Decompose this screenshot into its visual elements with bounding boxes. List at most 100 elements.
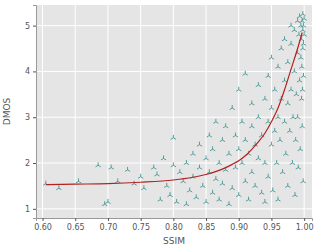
point <box>300 11 305 16</box>
tick-label: 1 <box>25 205 30 214</box>
grid-line <box>75 5 76 218</box>
tick-label: 0.90 <box>230 223 248 232</box>
point <box>109 165 114 170</box>
tick-label: 0.85 <box>198 223 216 232</box>
point <box>301 41 306 46</box>
point <box>290 160 295 165</box>
tick: 2 <box>25 159 36 168</box>
point <box>210 190 215 195</box>
point <box>223 123 228 128</box>
grid-line <box>36 117 312 118</box>
point <box>272 87 277 92</box>
point <box>151 165 156 170</box>
point <box>246 197 251 202</box>
tick: 0.65 <box>67 218 85 232</box>
point <box>295 18 300 23</box>
tick-mark <box>43 218 44 221</box>
point <box>252 183 257 188</box>
point <box>290 114 295 119</box>
grid-line <box>140 5 141 218</box>
point <box>298 146 303 151</box>
point <box>177 169 182 174</box>
tick: 0.60 <box>34 218 52 232</box>
point <box>275 64 280 69</box>
tick-mark <box>304 218 305 221</box>
tick-label: 2 <box>25 159 30 168</box>
tick-label: 4 <box>25 67 30 76</box>
point <box>226 201 231 206</box>
point <box>269 105 274 110</box>
point <box>230 185 235 190</box>
tick: 0.80 <box>165 218 183 232</box>
tick: 3 <box>25 113 36 122</box>
grid <box>36 5 312 218</box>
point <box>285 59 290 64</box>
x-axis: 0.60 0.65 0.70 0.75 0.80 0.85 0.90 0.95 1.00 <box>34 218 313 232</box>
point <box>171 162 176 167</box>
point <box>296 165 301 170</box>
point <box>76 178 81 183</box>
point <box>285 100 290 105</box>
grid-line <box>36 25 312 26</box>
point <box>236 87 241 92</box>
point <box>292 68 297 73</box>
point <box>164 183 169 188</box>
point <box>197 165 202 170</box>
tick: 0.75 <box>132 218 150 232</box>
point <box>115 178 120 183</box>
tick-mark <box>173 218 174 221</box>
tick-label: 0.95 <box>263 223 281 232</box>
point <box>243 71 248 76</box>
point <box>187 188 192 193</box>
tick: 1.00 <box>296 218 314 232</box>
point <box>158 197 163 202</box>
point <box>269 142 274 147</box>
point <box>236 146 241 151</box>
fit-line <box>46 32 302 184</box>
tick-mark <box>239 218 240 221</box>
point <box>102 201 107 206</box>
point <box>256 82 261 87</box>
point <box>282 119 287 124</box>
point <box>230 105 235 110</box>
point <box>262 199 267 204</box>
point <box>288 23 293 28</box>
point <box>207 133 212 138</box>
point <box>272 128 277 133</box>
grid-line <box>107 5 108 218</box>
tick-mark <box>33 26 36 27</box>
axis-line <box>37 219 313 222</box>
tick: 0.70 <box>100 218 118 232</box>
grid-line <box>42 5 43 218</box>
point <box>299 64 304 69</box>
point <box>197 142 202 147</box>
tick-mark <box>33 209 36 210</box>
grid-line <box>36 208 312 209</box>
tick-label: 0.65 <box>67 223 85 232</box>
point <box>96 162 101 167</box>
point <box>190 151 195 156</box>
point <box>262 96 267 101</box>
point <box>285 183 290 188</box>
point <box>266 119 271 124</box>
point <box>283 151 288 156</box>
grid-line <box>271 5 272 218</box>
point <box>274 160 279 165</box>
point <box>277 137 282 142</box>
point <box>301 73 306 78</box>
y-axis: 12345 <box>25 6 37 219</box>
point <box>300 123 305 128</box>
point <box>239 119 244 124</box>
point <box>239 160 244 165</box>
point <box>300 27 305 32</box>
point <box>292 192 297 197</box>
tick-label: 3 <box>25 113 30 122</box>
point <box>279 46 284 51</box>
point <box>292 27 297 32</box>
tick: 1 <box>25 205 36 214</box>
tick: 4 <box>25 67 36 76</box>
point <box>275 197 280 202</box>
point <box>200 183 205 188</box>
point <box>299 96 304 101</box>
point <box>266 174 271 179</box>
